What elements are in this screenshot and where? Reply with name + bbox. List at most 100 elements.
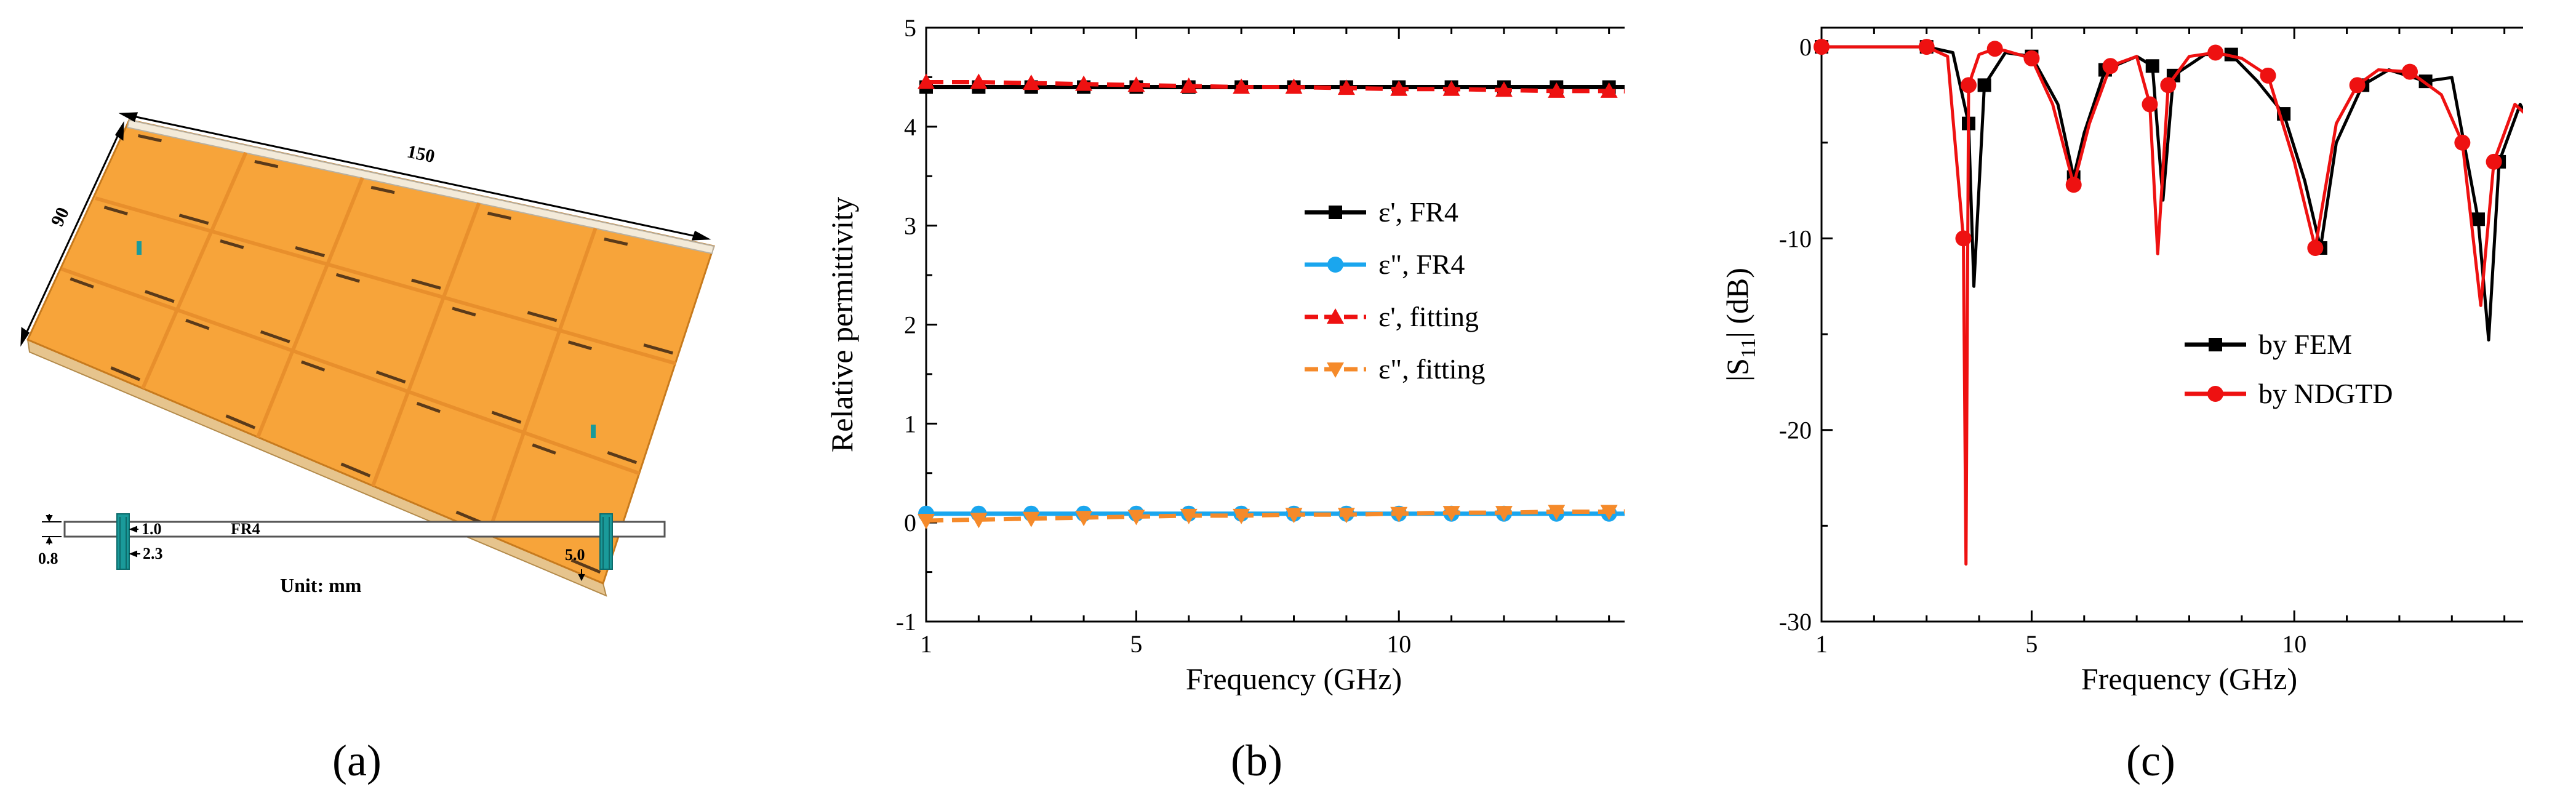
legend-marker [1329, 206, 1342, 219]
data-point [1022, 74, 1040, 90]
data-point [1075, 511, 1093, 527]
y-tick-label: 1 [904, 410, 916, 438]
y-tick-label: 3 [904, 212, 916, 240]
data-point [2145, 59, 2159, 73]
slot [178, 214, 209, 225]
y-tick-label: 2 [904, 311, 916, 339]
data-point [2065, 177, 2082, 193]
slot [185, 319, 210, 330]
data-point [1285, 508, 1303, 524]
y-tick-label: -20 [1779, 417, 1812, 444]
connector-2 [599, 513, 613, 570]
slot [220, 239, 244, 249]
y-axis-label: |S11| (dB) [1720, 268, 1760, 382]
x-axis-label: Frequency (GHz) [1186, 662, 1402, 695]
data-point [1918, 39, 1935, 55]
legend-label: by NDGTD [2258, 378, 2393, 409]
grid-line [371, 202, 481, 487]
x-tick-label: 5 [1130, 630, 1142, 658]
data-point [1548, 82, 1566, 98]
y-axis-label: Relative permittivity [825, 197, 859, 452]
slot [532, 443, 556, 455]
slot [145, 290, 175, 303]
slot [452, 306, 476, 317]
connector-1 [116, 513, 130, 570]
slot [416, 402, 441, 414]
plot-frame [925, 26, 1625, 623]
data-point [2402, 63, 2418, 80]
grid-line [141, 151, 248, 390]
data-point [1814, 39, 1830, 55]
data-point [2454, 134, 2471, 151]
data-point [1285, 78, 1303, 94]
x-tick-label: 10 [1386, 630, 1411, 658]
y-tick-label: -10 [1779, 225, 1812, 252]
data-point [1180, 77, 1198, 93]
x-axis-label: Frequency (GHz) [2081, 662, 2297, 695]
port-2-icon [591, 425, 596, 438]
legend-label: ε', fitting [1378, 301, 1479, 332]
dim-width-label: 90 [47, 204, 73, 230]
grid-line [486, 228, 598, 535]
dim-pin-outer-label: 2.3 [143, 545, 163, 562]
data-point [2260, 67, 2276, 84]
slot [335, 273, 360, 283]
slot [137, 134, 162, 143]
slot [110, 366, 141, 382]
data-point [2486, 153, 2502, 170]
data-point [2023, 50, 2040, 66]
slot [260, 330, 290, 343]
data-point [1233, 508, 1250, 524]
grid-line [256, 177, 364, 438]
board-grid [60, 151, 676, 535]
x-tick-label: 1 [1815, 630, 1828, 658]
data-point [1022, 511, 1040, 527]
legend-marker [2207, 386, 2223, 402]
slot [567, 340, 593, 351]
port-1-icon [137, 241, 142, 255]
panel-label-c: (c) [2126, 736, 2175, 785]
data-point [1127, 510, 1145, 526]
data-point [1337, 508, 1355, 524]
x-tick-label: 10 [2282, 630, 2306, 658]
grid-line [60, 267, 641, 476]
legend-marker [1327, 257, 1343, 273]
data-point [1977, 78, 1991, 92]
data-point [1548, 505, 1566, 521]
y-tick-label: -1 [896, 608, 916, 636]
data-point [918, 513, 935, 529]
slot [570, 558, 601, 574]
slot [225, 414, 256, 430]
antenna-diagram: 150 90 FR4 1.0 2.3 0.8 5.0 Unit: mm [20, 112, 715, 597]
plot-frame [1820, 26, 2523, 623]
y-tick-label: 4 [904, 113, 916, 141]
data-point [1442, 80, 1460, 96]
slot [70, 277, 94, 289]
data-point [1233, 78, 1250, 94]
data-point [1390, 80, 1408, 96]
panel-label-b: (b) [1231, 736, 1282, 785]
data-point [970, 73, 988, 89]
data-point [1600, 82, 1618, 98]
legend-label: ε", FR4 [1378, 249, 1465, 280]
grid-line [95, 196, 676, 366]
data-point [1442, 506, 1460, 522]
dim-length-arrow [121, 113, 708, 240]
y-tick-label: -30 [1779, 608, 1812, 636]
data-point [1955, 230, 1972, 247]
slot [411, 278, 441, 290]
data-point [1127, 76, 1145, 92]
slot [491, 410, 522, 424]
slot [643, 343, 673, 355]
legend-label: ε', FR4 [1378, 196, 1458, 228]
legend-marker [1327, 308, 1344, 324]
dim-length-label: 150 [406, 142, 437, 167]
data-point [1390, 506, 1408, 522]
slot [375, 370, 406, 384]
data-point [1986, 41, 2003, 57]
legend-marker [1327, 362, 1344, 378]
data-point [2142, 96, 2158, 113]
data-point [1337, 79, 1355, 95]
x-tick-label: 1 [920, 630, 932, 658]
